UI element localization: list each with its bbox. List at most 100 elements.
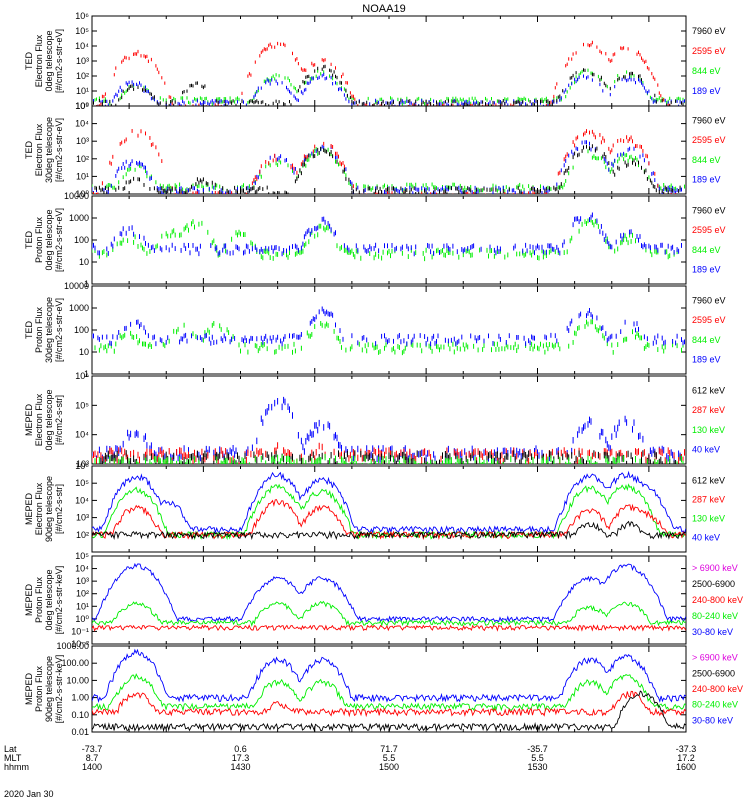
y-axis-label-line: TED bbox=[24, 230, 34, 249]
y-axis-label: TEDElectron Flux0deg telescope[#/cm2-s-s… bbox=[24, 29, 64, 93]
x-row-value: -35.7 bbox=[527, 744, 548, 754]
y-axis-label-line: TED bbox=[24, 51, 34, 70]
series-line-black bbox=[92, 520, 686, 541]
legend-entry: 287 keV bbox=[692, 405, 725, 415]
y-axis-label-line: [#/cm2-s-str-keV] bbox=[54, 655, 64, 724]
x-row-value: 17.2 bbox=[677, 753, 695, 763]
series-group bbox=[92, 40, 685, 106]
y-tick-label: 10³ bbox=[76, 576, 89, 586]
series-line-blue bbox=[92, 562, 686, 623]
x-row-value: -73.7 bbox=[82, 744, 103, 754]
y-tick-label: 10² bbox=[76, 589, 89, 599]
panel-6: 10² 10³ 10⁴ 10⁵ 10⁶ MEPEDElectron Flux90deg t… bbox=[24, 461, 725, 553]
panel-7: 10⁻² 10⁻¹ 10⁰ 10¹ 10² 10³ 10⁴ 10⁵ MEPEDProton Fl… bbox=[24, 551, 743, 649]
series-line-red bbox=[92, 690, 686, 718]
x-row-value: 1530 bbox=[527, 762, 547, 772]
legend-entry: 189 eV bbox=[692, 86, 721, 96]
y-axis-label-line: MEPED bbox=[24, 584, 34, 617]
y-tick-label: 10² bbox=[76, 154, 89, 164]
y-tick-label: 10⁵ bbox=[75, 551, 89, 561]
series-group bbox=[92, 648, 686, 732]
legend-entry: 80-240 keV bbox=[692, 700, 738, 710]
series-group bbox=[92, 396, 685, 464]
series-group bbox=[92, 129, 685, 194]
series-marks-green bbox=[94, 319, 684, 356]
y-axis-label-line: 0deg telescope bbox=[44, 389, 54, 450]
y-tick-label: 10³ bbox=[76, 56, 89, 66]
y-axis-label-line: [#/cm2-s-str-eV] bbox=[54, 208, 64, 272]
y-axis-label: TEDProton Flux30deg telescope[#/cm2-s-st… bbox=[24, 297, 64, 363]
y-tick-label: 10⁶ bbox=[75, 461, 89, 471]
panel-5: 10³ 10⁴ 10⁵ 10⁶ MEPEDElectron Flux0deg teles… bbox=[24, 371, 725, 469]
panels: 10⁰ 10¹ 10² 10³ 10⁴ 10⁵ 10⁶ TEDElectron Flux0de… bbox=[24, 11, 743, 737]
series-marks-blue bbox=[92, 306, 685, 347]
x-row-value: -37.3 bbox=[676, 744, 697, 754]
y-axis-label-line: TED bbox=[24, 140, 34, 159]
y-axis-label-line: 0deg telescope bbox=[44, 569, 54, 630]
x-row-value: 1430 bbox=[230, 762, 250, 772]
y-tick-label: 10³ bbox=[76, 459, 89, 469]
legend-entry: 2595 eV bbox=[692, 225, 726, 235]
y-axis-label-line: 90deg telescope bbox=[44, 476, 54, 542]
legend-entry: 189 eV bbox=[692, 264, 721, 274]
series-line-green bbox=[92, 673, 686, 712]
y-tick-label: 100 bbox=[74, 235, 89, 245]
x-axis-labels: Lat -73.7 0.6 71.7 -35.7 -37.3 MLT 8.7 17.3 5.5 5.… bbox=[4, 744, 696, 772]
figure-date: 2020 Jan 30 bbox=[4, 789, 54, 799]
legend-entry: 2500-6900 bbox=[692, 668, 735, 678]
series-line-blue bbox=[92, 648, 686, 703]
y-axis-label-line: Proton Flux bbox=[34, 665, 44, 712]
y-tick-label: 10⁶ bbox=[75, 11, 89, 21]
y-tick-label: 0.01 bbox=[71, 727, 89, 737]
legend-entry: 2595 eV bbox=[692, 46, 726, 56]
legend-entry: 844 eV bbox=[692, 155, 721, 165]
y-tick-label: 10⁴ bbox=[75, 495, 89, 505]
series-marks-black bbox=[94, 144, 681, 194]
y-tick-label: 10⁵ bbox=[75, 26, 89, 36]
legend-entry: 2595 eV bbox=[692, 135, 726, 145]
y-tick-label: 10² bbox=[76, 530, 89, 540]
legend-entry: > 6900 keV bbox=[692, 563, 738, 573]
y-axis-label-line: Proton Flux bbox=[34, 306, 44, 353]
legend-entry: 30-80 keV bbox=[692, 627, 733, 637]
panel-frame bbox=[91, 645, 687, 733]
y-tick-label: 1000.00 bbox=[56, 641, 89, 651]
y-tick-label: 10⁻¹ bbox=[71, 626, 89, 636]
legend-entry: 130 keV bbox=[692, 514, 725, 524]
y-axis-label: MEPEDElectron Flux0deg telescope[#/cm2-s… bbox=[24, 389, 64, 450]
panel-1: 10⁰ 10¹ 10² 10³ 10⁴ 10⁵ 10⁶ TEDElectron Flux0de… bbox=[24, 11, 726, 111]
legend-entry: 612 keV bbox=[692, 475, 725, 485]
panel-frame bbox=[91, 15, 687, 107]
legend-entry: 7960 eV bbox=[692, 26, 726, 36]
panel-frame bbox=[91, 555, 687, 645]
y-axis-label-line: 30deg telescope bbox=[44, 297, 54, 363]
x-row-value: 5.5 bbox=[531, 753, 544, 763]
y-axis-label-line: [#/cm2-s-str] bbox=[54, 395, 64, 445]
y-tick-label: 10⁴ bbox=[75, 41, 89, 51]
series-line-black bbox=[92, 690, 686, 732]
panel-frame bbox=[91, 195, 687, 285]
y-tick-label: 10⁵ bbox=[75, 400, 89, 410]
y-tick-label: 100.00 bbox=[61, 658, 89, 668]
y-tick-label: 10000 bbox=[64, 281, 89, 291]
y-tick-label: 10¹ bbox=[76, 86, 89, 96]
y-axis-label: TEDProton Flux0deg telescope[#/cm2-s-str… bbox=[24, 208, 64, 272]
y-axis-label: MEPEDProton Flux0deg telescope[#/cm2-s-s… bbox=[24, 566, 64, 635]
y-axis-label-line: Proton Flux bbox=[34, 216, 44, 263]
y-tick-label: 1 bbox=[84, 369, 89, 379]
legend-entry: 40 keV bbox=[692, 533, 720, 543]
legend-entry: 2595 eV bbox=[692, 315, 726, 325]
x-row-value: 71.7 bbox=[380, 744, 398, 754]
y-tick-label: 1000 bbox=[69, 213, 89, 223]
y-tick-label: 10⁴ bbox=[75, 119, 89, 129]
series-marks-black bbox=[92, 64, 684, 106]
legend-entry: 7960 eV bbox=[692, 116, 726, 126]
y-tick-label: 10⁰ bbox=[75, 614, 89, 624]
panel-2: 10⁰ 10¹ 10² 10³ 10⁴ 10⁵ TEDElectron Flux30deg … bbox=[24, 101, 726, 199]
series-marks-blue bbox=[92, 140, 682, 194]
y-axis-label-line: MEPED bbox=[24, 404, 34, 437]
y-tick-label: 1 bbox=[84, 279, 89, 289]
